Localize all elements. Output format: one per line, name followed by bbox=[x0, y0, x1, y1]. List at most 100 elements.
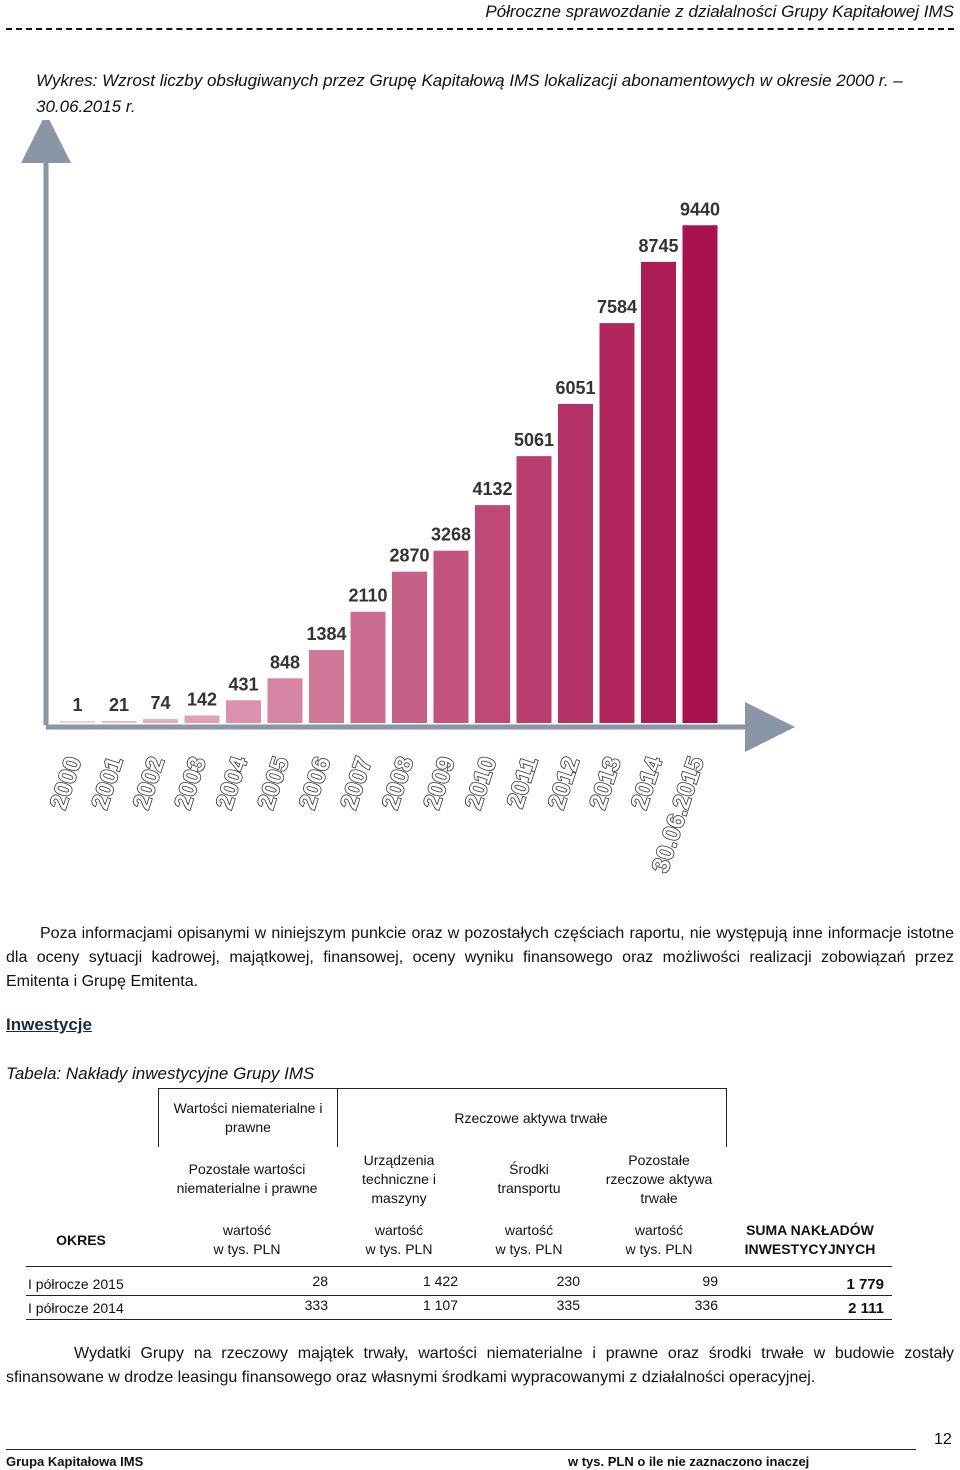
bar-2008 bbox=[392, 571, 427, 723]
row-label: I półrocze 2014 bbox=[28, 1300, 124, 1316]
table-divider-bottom bbox=[26, 1319, 892, 1320]
unit-header-3-line-2: w tys. PLN bbox=[495, 1241, 563, 1257]
paragraph-financing: Wydatki Grupy na rzeczowy majątek trwały… bbox=[6, 1345, 954, 1386]
group-header-fixed-assets: Rzeczowe aktywa trwałe bbox=[336, 1088, 727, 1147]
unit-header-3-line-1: wartość bbox=[504, 1222, 554, 1238]
section-heading-investments: Inwestycje bbox=[6, 1015, 92, 1034]
x-tick-label: 2012 bbox=[543, 754, 585, 813]
bar-value-label: 9440 bbox=[680, 199, 720, 219]
row-label: I półrocze 2015 bbox=[28, 1276, 124, 1292]
bar-value-label: 431 bbox=[228, 674, 258, 694]
bar-value-label: 2870 bbox=[389, 546, 429, 566]
x-tick-label: 2001 bbox=[87, 754, 129, 813]
x-tick-label: 2002 bbox=[128, 754, 170, 813]
x-tick-label: 2013 bbox=[585, 754, 627, 813]
unit-header-2-line-2: w tys. PLN bbox=[365, 1241, 433, 1257]
sum-header-label: SUMA NAKŁADÓW INWESTYCYJNYCH bbox=[744, 1222, 876, 1257]
bar-value-label: 1384 bbox=[306, 624, 346, 644]
x-tick-label: 2008 bbox=[377, 754, 419, 813]
unit-header-4: wartość w tys. PLN bbox=[592, 1221, 726, 1259]
x-tick-label: 2010 bbox=[460, 754, 502, 813]
group-header-intangible: Wartości niematerialne i prawne bbox=[158, 1088, 338, 1147]
cell-value: 1 422 bbox=[422, 1273, 458, 1289]
x-tick-label: 2004 bbox=[211, 753, 253, 813]
x-tick-label: 2014 bbox=[626, 753, 668, 813]
bar-value-label: 1 bbox=[72, 695, 82, 715]
col-header-other-intangible: Pozostałe wartości niematerialne i prawn… bbox=[158, 1152, 336, 1206]
bar-value-label: 5061 bbox=[514, 430, 554, 450]
unit-header-2-line-1: wartość bbox=[374, 1222, 424, 1238]
table-divider-middle bbox=[26, 1295, 892, 1296]
bar-value-label: 74 bbox=[150, 693, 170, 713]
col-header-transport: Środki transportu bbox=[466, 1152, 592, 1206]
bar-2010 bbox=[475, 505, 510, 723]
header-title: Półroczne sprawozdanie z działalności Gr… bbox=[485, 2, 954, 21]
bar-30.06.2015 bbox=[682, 225, 718, 723]
group-header-intangible-label: Wartości niematerialne i prawne bbox=[173, 1100, 323, 1135]
unit-header-4-line-1: wartość bbox=[634, 1222, 684, 1238]
col-header-other-fixed-label: Pozostałe rzeczowe aktywa trwałe bbox=[605, 1151, 713, 1206]
bar-2006 bbox=[309, 650, 344, 723]
cell-sum: 1 779 bbox=[846, 1276, 884, 1293]
bar-value-label: 8745 bbox=[638, 236, 678, 256]
x-tick-label: 2007 bbox=[336, 754, 378, 813]
table-divider-top bbox=[26, 1266, 892, 1267]
page-number: 12 bbox=[934, 1431, 952, 1448]
bar-2014 bbox=[641, 261, 676, 723]
unit-header-1-line-2: w tys. PLN bbox=[213, 1241, 281, 1257]
bar-value-label: 2110 bbox=[348, 586, 387, 606]
cell-sum: 2 111 bbox=[848, 1300, 884, 1317]
col-header-machinery: Urządzenia techniczne i maszyny bbox=[336, 1152, 462, 1206]
x-tick-label: 2009 bbox=[419, 754, 461, 813]
bar-value-label: 142 bbox=[187, 690, 217, 710]
cell-value: 333 bbox=[304, 1297, 328, 1313]
bar-value-label: 4132 bbox=[472, 479, 512, 499]
cell-value: 28 bbox=[312, 1273, 328, 1289]
bar-2005 bbox=[267, 678, 303, 723]
x-tick-label: 2006 bbox=[294, 754, 336, 813]
cell-value: 336 bbox=[694, 1297, 718, 1313]
col-header-other-fixed: Pozostałe rzeczowe aktywa trwałe bbox=[592, 1152, 726, 1206]
header-rule bbox=[6, 28, 954, 30]
bar-2004 bbox=[226, 700, 261, 723]
unit-header-2: wartość w tys. PLN bbox=[336, 1221, 462, 1259]
bar-2002 bbox=[143, 719, 178, 723]
unit-header-4-line-2: w tys. PLN bbox=[625, 1241, 693, 1257]
x-tick-label: 2011 bbox=[502, 754, 544, 812]
cell-value: 1 107 bbox=[422, 1297, 458, 1313]
chart-caption: Wykres: Wzrost liczby obsługiwanych prze… bbox=[36, 71, 903, 116]
cell-value: 230 bbox=[556, 1273, 580, 1289]
cell-value: 335 bbox=[556, 1297, 580, 1313]
okres-header: OKRES bbox=[56, 1231, 106, 1248]
bar-2001 bbox=[101, 721, 137, 723]
col-header-other-intangible-label: Pozostałe wartości niematerialne i prawn… bbox=[176, 1161, 318, 1196]
bar-2013 bbox=[599, 323, 635, 723]
x-tick-label: 2003 bbox=[170, 754, 212, 813]
bar-2012 bbox=[558, 403, 593, 723]
x-tick-label: 2000 bbox=[45, 754, 87, 813]
bar-2000 bbox=[60, 721, 95, 723]
x-tick-label: 2005 bbox=[253, 754, 295, 813]
bar-2003 bbox=[184, 715, 220, 723]
footer-company: Grupa Kapitałowa IMS bbox=[6, 1454, 144, 1469]
unit-header-1: wartość w tys. PLN bbox=[158, 1221, 336, 1259]
bar-value-label: 21 bbox=[109, 695, 129, 715]
col-header-machinery-label: Urządzenia techniczne i maszyny bbox=[362, 1151, 436, 1206]
cell-value: 99 bbox=[702, 1273, 718, 1289]
bar-value-label: 7584 bbox=[597, 297, 637, 317]
table-caption: Tabela: Nakłady inwestycyjne Grupy IMS bbox=[6, 1064, 315, 1083]
unit-header-1-line-1: wartość bbox=[222, 1222, 272, 1238]
bar-2011 bbox=[516, 456, 552, 723]
paragraph-other-information: Poza informacjami opisanymi w niniejszym… bbox=[6, 925, 954, 990]
unit-header-3: wartość w tys. PLN bbox=[466, 1221, 592, 1259]
group-header-fixed-assets-label: Rzeczowe aktywa trwałe bbox=[454, 1109, 608, 1126]
sum-header: SUMA NAKŁADÓW INWESTYCYJNYCH bbox=[728, 1218, 892, 1262]
bar-value-label: 3268 bbox=[431, 525, 471, 545]
footer-unit-note: w tys. PLN o ile nie zaznaczono inaczej bbox=[568, 1454, 810, 1469]
bar-2007 bbox=[350, 611, 386, 723]
bar-2009 bbox=[433, 550, 469, 723]
bar-value-label: 848 bbox=[270, 652, 300, 672]
col-header-transport-label: Środki transportu bbox=[497, 1161, 561, 1196]
bar-value-label: 6051 bbox=[555, 378, 595, 398]
